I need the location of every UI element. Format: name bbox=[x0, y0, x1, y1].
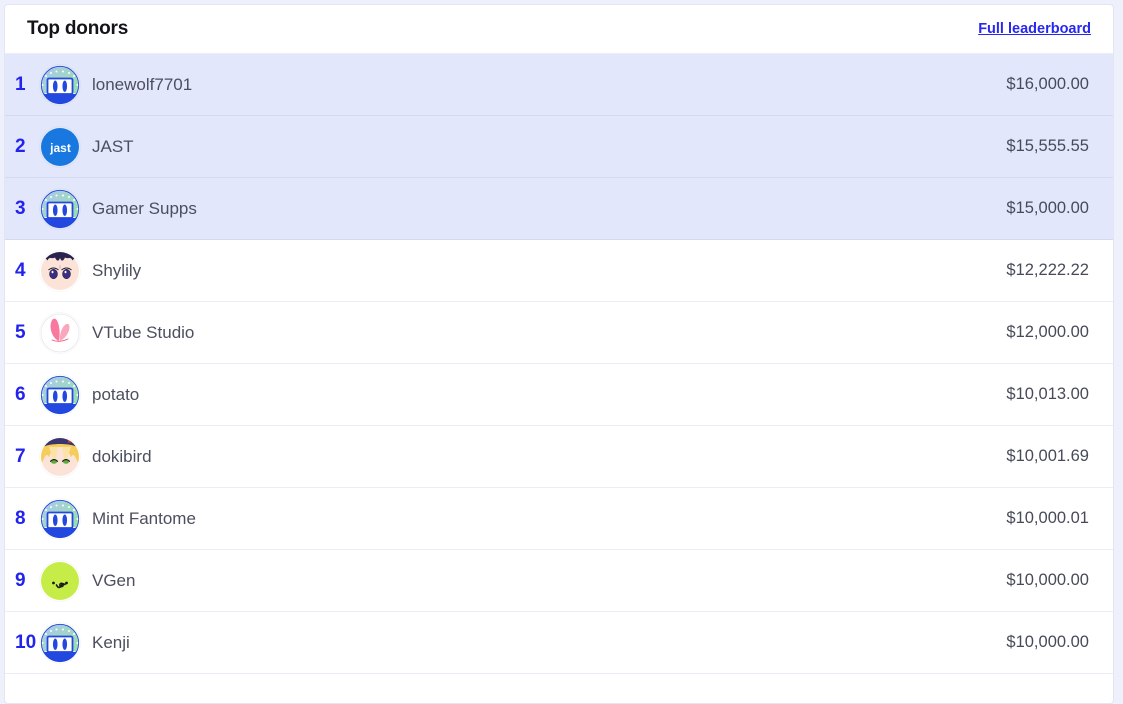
svg-text:jast: jast bbox=[49, 141, 71, 155]
